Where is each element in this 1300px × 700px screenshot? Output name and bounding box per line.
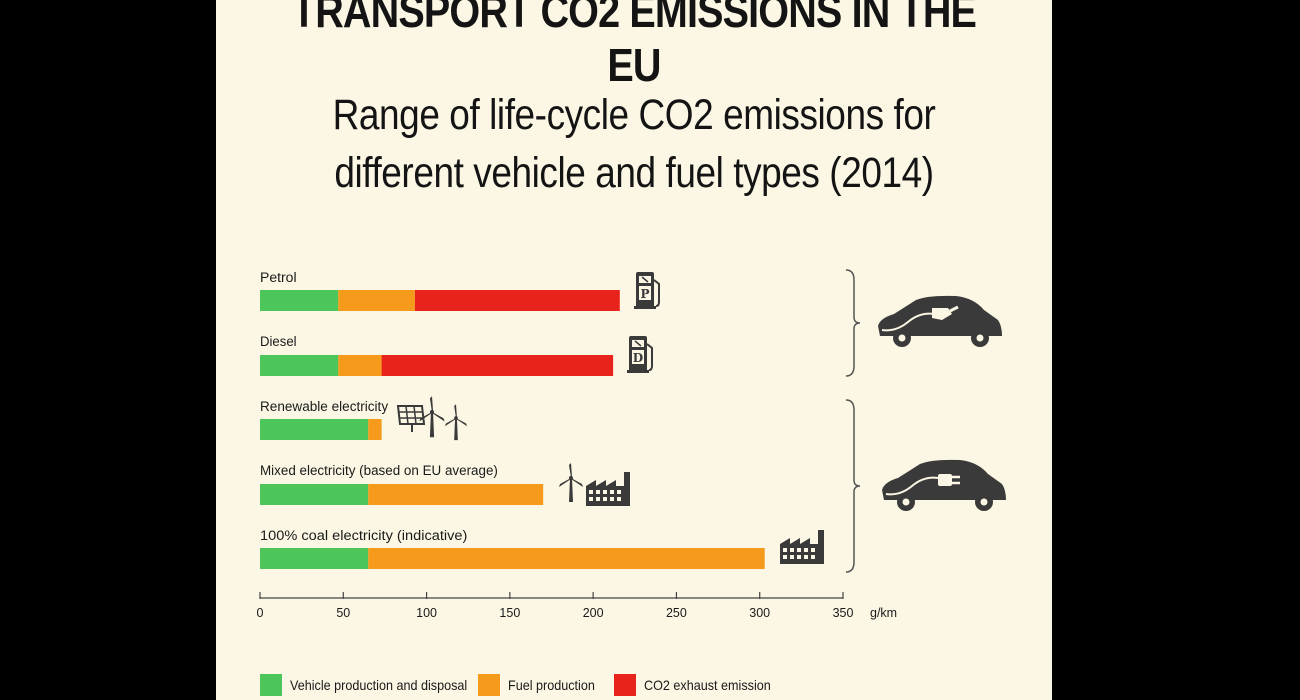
bar-diesel-fuel-production: [338, 355, 382, 376]
category-label-diesel: Diesel: [260, 334, 297, 349]
category-label-renewable-electricity: Renewable electricity: [260, 399, 388, 414]
emissions-chart: Petrol Diesel Renewable electricity Mixed e…: [257, 269, 1006, 620]
wind-turbine-icon: [419, 396, 445, 438]
chart-subtitle: Range of life-cycle CO2 emissions for di…: [275, 86, 994, 202]
x-tick-label-0: 0: [257, 606, 264, 620]
legend-item-fuel: Fuel production: [478, 674, 605, 696]
legend-swatch-fuel: [478, 674, 500, 696]
x-tick-label-50: 50: [336, 606, 350, 620]
x-tick-label-100: 100: [416, 606, 437, 620]
page-title: TRANSPORT CO2 EMISSIONS IN THE EU: [291, 0, 977, 91]
factory-icon: [586, 472, 630, 506]
petrol-pump-icon: P: [634, 272, 660, 309]
subtitle-line-1: Range of life-cycle CO2 emissions for: [332, 91, 936, 139]
bar-100-coal-electricity-indicative-vehicle-production-and-disposal: [260, 548, 369, 569]
bar-petrol-fuel-production: [338, 290, 415, 311]
category-label-100-coal-electricity-indicative: 100% coal electricity (indicative): [260, 528, 467, 543]
solar-panel-icon: [396, 405, 426, 432]
legend-label-exhaust: CO2 exhaust emission: [644, 677, 771, 693]
legend-label-vehicle: Vehicle production and disposal: [290, 677, 468, 693]
brace-combustion-group: [845, 269, 861, 377]
wind-turbine-icon: [559, 463, 583, 502]
x-tick-label-250: 250: [666, 606, 687, 620]
legend-item-exhaust: CO2 exhaust emission: [614, 674, 785, 696]
bar-diesel-vehicle-production-and-disposal: [260, 355, 339, 376]
bar-diesel-co2-exhaust-emission: [381, 355, 614, 376]
electric-car-icon: [882, 459, 1006, 511]
legend-swatch-vehicle: [260, 674, 282, 696]
legend-label-fuel: Fuel production: [508, 677, 595, 693]
category-label-mixed-electricity-based-on-eu-average: Mixed electricity (based on EU average): [260, 463, 498, 478]
diesel-pump-icon: D: [627, 336, 653, 373]
infographic-poster: TRANSPORT CO2 EMISSIONS IN THE EU Range …: [216, 0, 1052, 700]
x-tick-label-300: 300: [749, 606, 770, 620]
legend-swatch-exhaust: [614, 674, 636, 696]
legend-item-vehicle: Vehicle production and disposal: [260, 674, 487, 696]
bar-mixed-electricity-based-on-eu-average-fuel-production: [368, 484, 544, 505]
factory-icon: [780, 530, 824, 564]
category-label-petrol: Petrol: [260, 270, 297, 285]
bar-petrol-vehicle-production-and-disposal: [260, 290, 339, 311]
brace-electric-group: [845, 399, 861, 573]
bar-petrol-co2-exhaust-emission: [414, 290, 620, 311]
x-tick-label-350: 350: [833, 606, 854, 620]
bar-mixed-electricity-based-on-eu-average-vehicle-production-and-disposal: [260, 484, 369, 505]
bar-renewable-electricity-fuel-production: [368, 419, 382, 440]
wind-turbine-icon: [444, 404, 468, 441]
fuel-car-icon: [878, 295, 1002, 347]
svg-text:D: D: [633, 351, 643, 365]
x-tick-label-200: 200: [583, 606, 604, 620]
svg-text:P: P: [640, 287, 649, 301]
subtitle-line-2: different vehicle and fuel types (2014): [334, 149, 934, 197]
bar-100-coal-electricity-indicative-fuel-production: [368, 548, 765, 569]
bar-renewable-electricity-vehicle-production-and-disposal: [260, 419, 369, 440]
x-tick-label-150: 150: [499, 606, 520, 620]
x-axis-unit-label: g/km: [870, 606, 897, 620]
